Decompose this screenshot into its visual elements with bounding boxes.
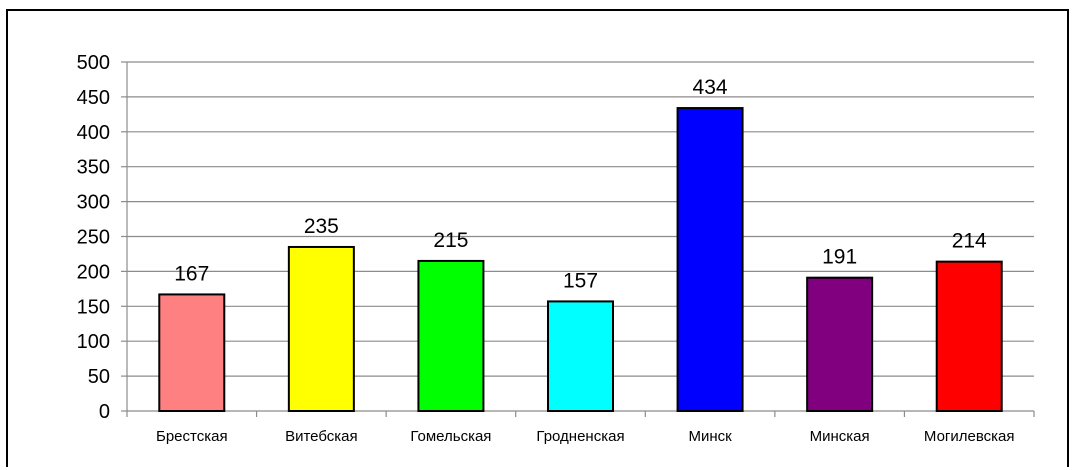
bar-6 — [935, 260, 1003, 412]
bar-4 — [676, 107, 744, 413]
y-tick-label: 300 — [77, 192, 110, 214]
y-tick-label: 500 — [77, 52, 110, 74]
y-tick-label: 50 — [88, 366, 110, 388]
x-tick-label: Гродненская — [536, 428, 624, 445]
x-tick-label: Минск — [688, 428, 732, 445]
bar-1 — [287, 245, 355, 412]
y-tick-label: 350 — [77, 157, 110, 179]
x-tick-label: Витебская — [285, 428, 358, 445]
y-tick-label: 0 — [99, 401, 110, 423]
bar-2 — [417, 259, 485, 412]
data-label: 215 — [433, 229, 468, 252]
bar-3 — [547, 300, 614, 412]
bar-5 — [806, 276, 874, 412]
data-label: 157 — [563, 269, 598, 292]
x-tick-label: Брестская — [156, 428, 228, 445]
y-tick-label: 250 — [77, 227, 110, 249]
x-axis: Брестская Витебская Гомельская Гродненская М… — [126, 410, 1035, 445]
y-tick-label: 200 — [77, 261, 110, 283]
data-label: 167 — [174, 262, 209, 285]
data-labels: 167 235 215 157 434 191 214 — [174, 76, 987, 292]
x-tick-label: Гомельская — [410, 428, 491, 445]
y-tick-label: 100 — [77, 331, 110, 353]
y-tick-label: 450 — [77, 87, 110, 109]
data-label: 191 — [822, 246, 857, 269]
y-tick-label: 150 — [77, 296, 110, 318]
bars — [158, 107, 1003, 413]
x-tick-label: Минская — [810, 428, 870, 445]
y-axis: 0 50 100 150 200 250 300 350 400 450 500 — [77, 52, 128, 423]
data-label: 214 — [952, 230, 987, 253]
data-label: 434 — [693, 76, 728, 99]
y-tick-label: 400 — [77, 122, 110, 144]
data-label: 235 — [304, 215, 339, 238]
x-tick-label: Могилевская — [924, 428, 1015, 445]
bar-0 — [158, 293, 226, 412]
